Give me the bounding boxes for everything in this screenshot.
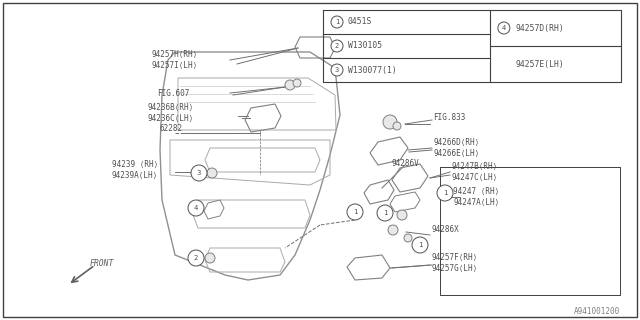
Text: 1: 1 [353,209,357,215]
Text: 3: 3 [197,170,201,176]
Text: 1: 1 [418,242,422,248]
Text: 94239 ⟨RH⟩
94239A⟨LH⟩: 94239 ⟨RH⟩ 94239A⟨LH⟩ [112,160,158,180]
Circle shape [498,22,510,34]
Text: 94257D(RH): 94257D(RH) [516,23,564,33]
Text: 94236B⟨RH⟩
94236C⟨LH⟩: 94236B⟨RH⟩ 94236C⟨LH⟩ [148,103,195,123]
Circle shape [404,234,412,242]
Circle shape [205,253,215,263]
Circle shape [191,165,207,181]
Text: 1: 1 [383,210,387,216]
Circle shape [347,204,363,220]
Text: 94247 ⟨RH⟩
94247A⟨LH⟩: 94247 ⟨RH⟩ 94247A⟨LH⟩ [453,187,499,207]
Circle shape [388,225,398,235]
Text: FIG.607: FIG.607 [157,89,189,98]
Text: 2: 2 [335,43,339,49]
Text: 94286V: 94286V [391,158,419,167]
Text: 4: 4 [502,25,506,31]
Circle shape [397,210,407,220]
Circle shape [437,185,453,201]
Text: 94286X: 94286X [431,226,459,235]
Circle shape [377,205,393,221]
Text: 4: 4 [194,205,198,211]
Circle shape [383,115,397,129]
Text: 94257F⟨RH⟩
94257G⟨LH⟩: 94257F⟨RH⟩ 94257G⟨LH⟩ [432,253,478,273]
Circle shape [285,80,295,90]
Circle shape [293,79,301,87]
Text: 94266D⟨RH⟩
94266E⟨LH⟩: 94266D⟨RH⟩ 94266E⟨LH⟩ [434,138,480,158]
Circle shape [393,122,401,130]
Text: 2: 2 [194,255,198,261]
Text: 0451S: 0451S [348,18,372,27]
Circle shape [188,200,204,216]
Text: 1: 1 [335,19,339,25]
Text: 62282: 62282 [160,124,183,133]
Text: W130105: W130105 [348,42,382,51]
Text: 94257E(LH): 94257E(LH) [516,60,564,68]
Circle shape [331,16,343,28]
Text: A941001200: A941001200 [573,308,620,316]
Circle shape [331,64,343,76]
Circle shape [412,237,428,253]
Text: 3: 3 [335,67,339,73]
Text: 1: 1 [443,190,447,196]
Text: FRONT: FRONT [90,259,115,268]
Circle shape [207,168,217,178]
Text: 94247B⟨RH⟩
94247C⟨LH⟩: 94247B⟨RH⟩ 94247C⟨LH⟩ [452,162,499,182]
Text: W130077(1): W130077(1) [348,66,397,75]
Circle shape [188,250,204,266]
Circle shape [331,40,343,52]
Text: 94257H⟨RH⟩
94257I⟨LH⟩: 94257H⟨RH⟩ 94257I⟨LH⟩ [152,50,198,70]
Text: FIG.833: FIG.833 [433,114,465,123]
